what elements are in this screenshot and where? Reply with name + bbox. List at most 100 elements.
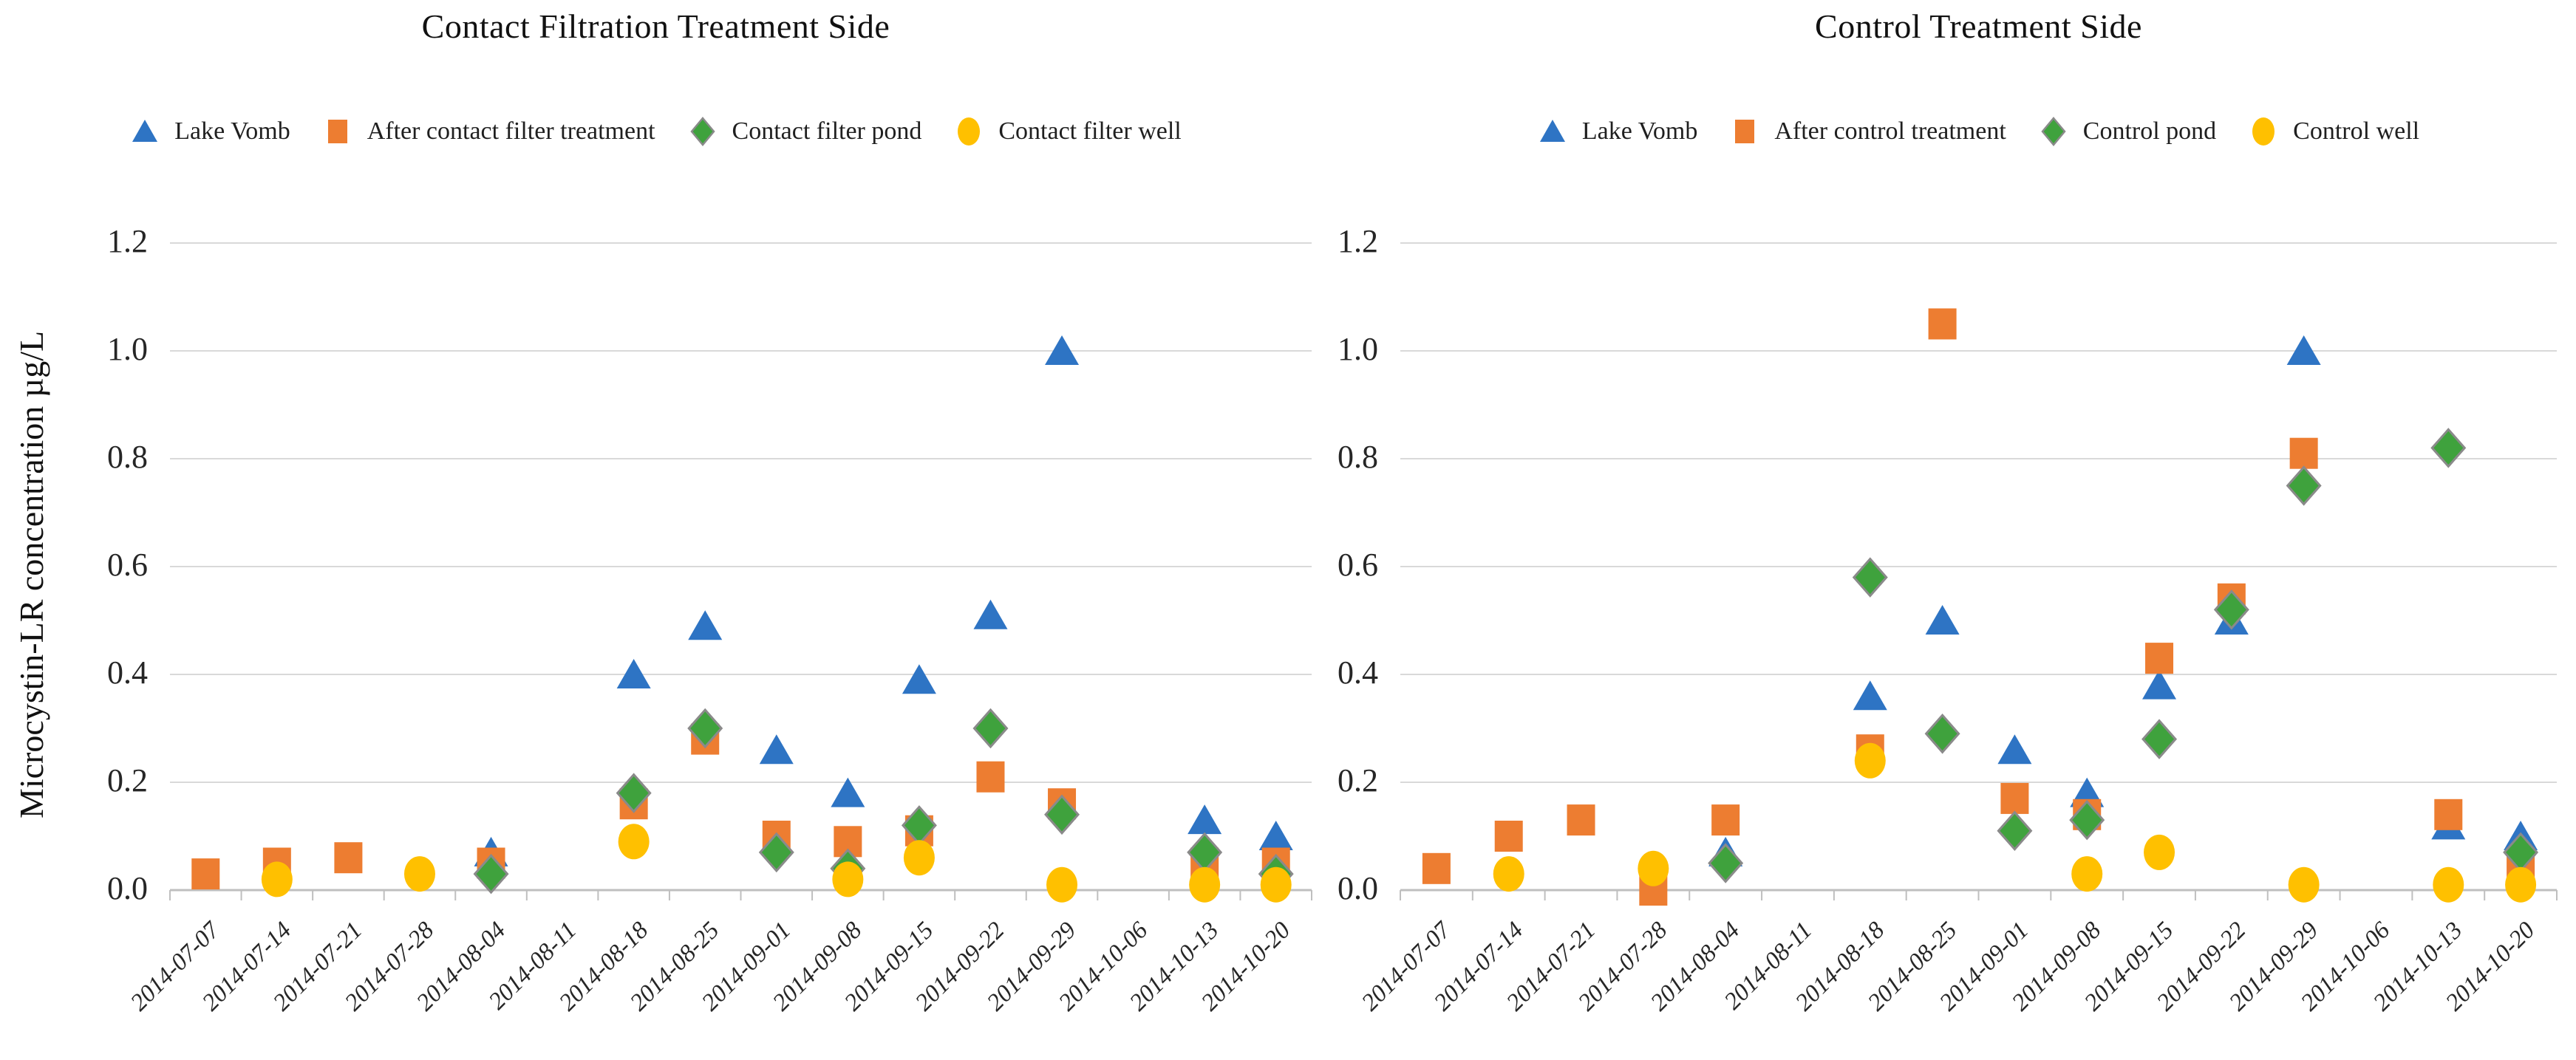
circle-legend-marker (958, 117, 981, 146)
data-point-triangle (1188, 804, 1222, 835)
data-point-triangle (1925, 605, 1960, 635)
data-point-circle (2505, 866, 2537, 903)
data-point-triangle (973, 599, 1008, 629)
diamond-legend-marker (689, 117, 715, 146)
data-point-square (1711, 804, 1740, 836)
data-point-triangle (616, 659, 651, 688)
data-point-diamond (2213, 589, 2249, 630)
data-point-triangle (759, 734, 794, 765)
data-point-square (2000, 782, 2029, 814)
data-point-triangle (688, 610, 723, 640)
data-point-triangle (2286, 335, 2321, 365)
y-tick-label: 0.0 (1338, 870, 1378, 906)
legend-item: Control pond (2039, 114, 2216, 149)
data-point-circle (2144, 834, 2175, 870)
data-point-diamond (1044, 794, 1080, 835)
data-point-circle (1493, 856, 1524, 892)
data-point-circle (1854, 742, 1886, 779)
data-point-square (2289, 437, 2318, 469)
legend-item: After contact filter treatment (323, 114, 655, 149)
data-point-circle (832, 861, 864, 897)
data-point-circle (403, 856, 435, 892)
data-point-circle (2433, 866, 2464, 903)
y-tick-label: 0.8 (107, 439, 148, 475)
data-point-circle (1046, 866, 1078, 903)
data-point-diamond (616, 773, 652, 813)
data-point-diamond (1708, 843, 1744, 883)
square-legend-icon (1735, 120, 1755, 143)
data-point-triangle (1258, 821, 1293, 850)
legend-item-label: After contact filter treatment (367, 117, 655, 145)
legend-item: Control well (2249, 114, 2419, 149)
data-point-diamond (1997, 810, 2033, 851)
y-tick-label: 1.0 (1338, 331, 1378, 367)
legend-item-label: Contact filter well (998, 117, 1182, 145)
data-point-diamond (2430, 428, 2467, 468)
data-point-square (2434, 799, 2463, 830)
y-tick-label: 0.4 (107, 654, 148, 691)
data-point-diamond (473, 853, 509, 895)
chart-title-left: Contact Filtration Treatment Side (421, 7, 890, 45)
y-tick-label: 0.8 (1338, 439, 1378, 475)
data-point-triangle (1853, 680, 1887, 711)
square-legend-icon (327, 120, 347, 143)
diamond-legend-icon (2041, 117, 2066, 146)
data-point-diamond (2141, 719, 2178, 759)
triangle-legend-icon (132, 120, 158, 142)
data-point-square (1494, 821, 1523, 852)
legend-item-label: Control well (2293, 117, 2420, 145)
square-legend-marker (1735, 120, 1755, 143)
y-tick-label: 0.2 (107, 762, 148, 799)
data-point-diamond (1852, 557, 1888, 598)
legend-item-label: After control treatment (1774, 117, 2006, 145)
legend-left: Lake Vomb After contact filter treatment C… (0, 111, 1312, 152)
y-tick-label: 1.2 (107, 223, 148, 259)
legend-item-label: Contact filter pond (732, 117, 922, 145)
data-point-triangle (2142, 669, 2177, 700)
y-tick-label: 0.6 (1338, 547, 1378, 583)
legend-item-label: Lake Vomb (1581, 117, 1698, 145)
data-point-circle (1260, 866, 1292, 903)
data-point-circle (1638, 850, 1669, 886)
data-point-square (976, 761, 1005, 793)
triangle-legend-icon (1539, 120, 1565, 142)
data-point-square (1422, 852, 1451, 884)
legend-item-label: Control pond (2082, 117, 2217, 145)
data-point-diamond (758, 832, 794, 873)
data-point-square (2145, 643, 2174, 674)
legend-item-label: Lake Vomb (174, 117, 290, 145)
circle-legend-marker (2252, 117, 2275, 146)
legend-item: Lake Vomb (1538, 114, 1697, 149)
data-point-circle (2288, 866, 2320, 903)
data-point-triangle (902, 664, 936, 694)
data-point-triangle (1045, 335, 1080, 365)
triangle-legend-marker (1539, 120, 1565, 142)
y-tick-label: 0.6 (107, 547, 148, 583)
y-tick-label: 0.0 (107, 870, 148, 906)
diamond-legend-icon (689, 117, 715, 146)
data-point-square (1567, 804, 1595, 836)
legend-item: Contact filter well (954, 114, 1182, 149)
data-point-triangle (831, 777, 865, 807)
triangle-legend-marker (132, 120, 158, 142)
data-point-diamond (687, 708, 723, 749)
y-axis-title: Microcystin-LR concentration µg/L (13, 330, 50, 818)
y-tick-label: 1.0 (107, 331, 148, 367)
data-point-diamond (2286, 465, 2322, 506)
data-point-circle (1189, 866, 1221, 903)
square-legend-marker (327, 120, 347, 143)
data-point-diamond (972, 708, 1009, 749)
circle-legend-icon (958, 117, 981, 146)
data-point-diamond (1924, 714, 1960, 754)
data-point-circle (2071, 856, 2103, 892)
data-point-triangle (1997, 734, 2032, 765)
chart-title-right: Control Treatment Side (1815, 7, 2142, 45)
data-point-square (191, 858, 220, 890)
data-point-circle (903, 840, 935, 876)
y-tick-label: 1.2 (1338, 223, 1378, 259)
legend-right: Lake Vomb After control treatment Control … (1400, 111, 2557, 152)
data-point-square (334, 842, 363, 874)
circle-legend-icon (2252, 117, 2275, 146)
